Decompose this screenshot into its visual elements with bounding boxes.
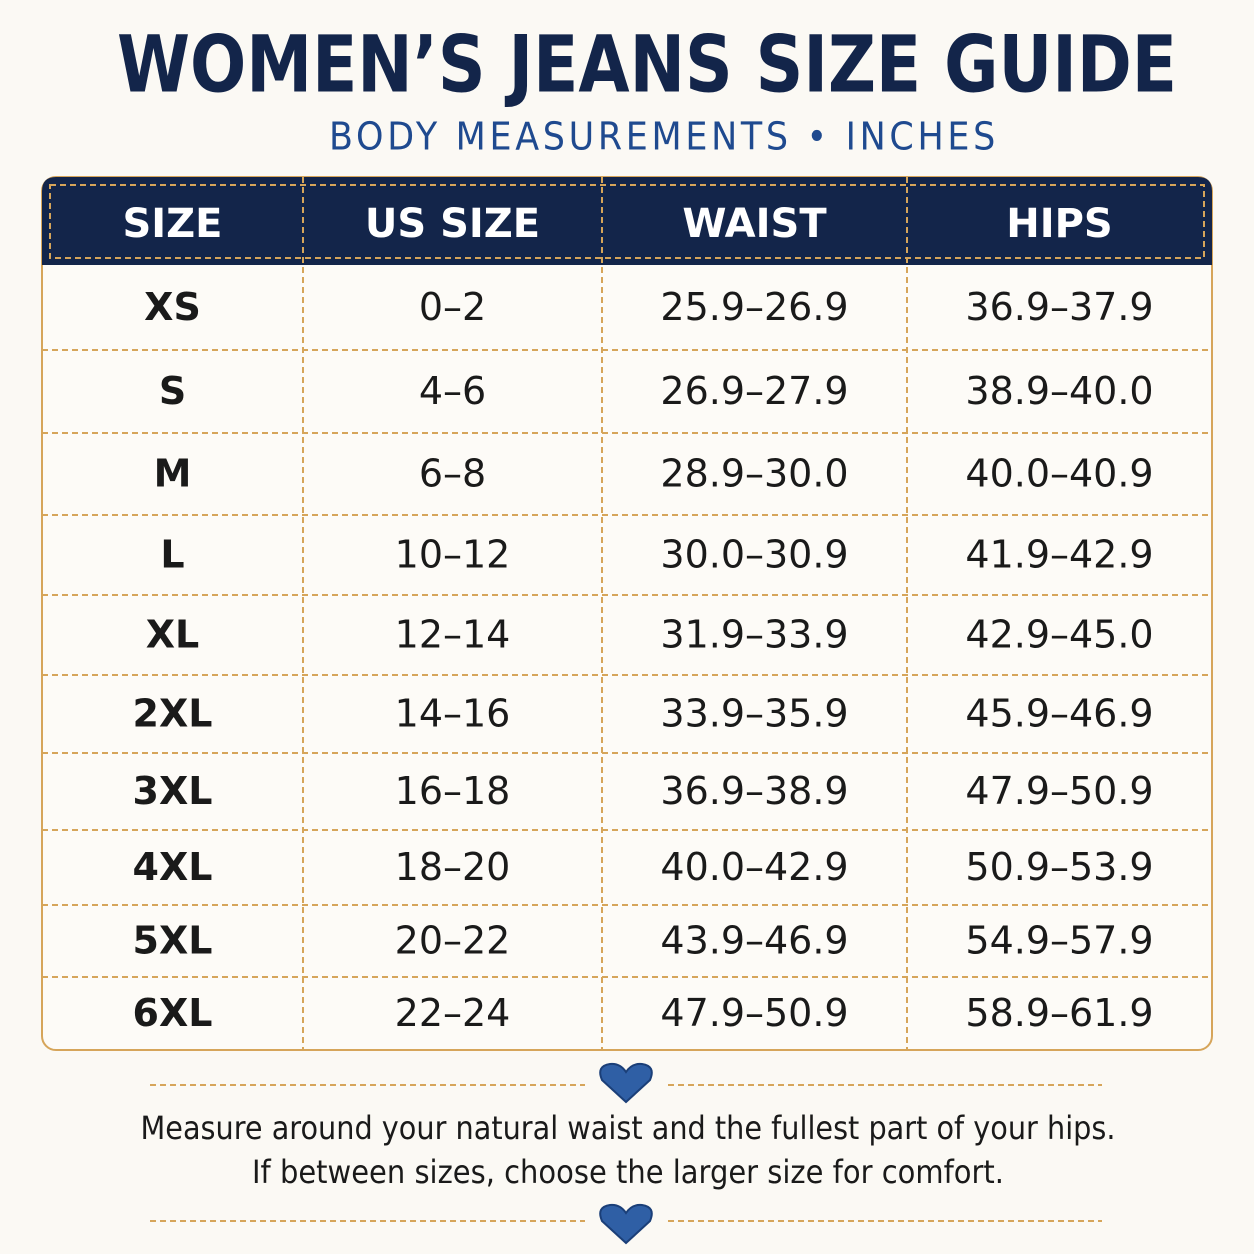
table-cell: 31.9–33.9 xyxy=(660,613,848,657)
table-grid xyxy=(42,177,1212,1050)
heart-icon xyxy=(599,1203,653,1245)
title: WOMEN’S JEANS SIZE GUIDE xyxy=(117,20,1177,110)
table-cell: 47.9–50.9 xyxy=(660,991,848,1035)
table-cell: 30.0–30.9 xyxy=(660,533,848,577)
table-cell: 54.9–57.9 xyxy=(965,919,1153,963)
table-cell: 4XL xyxy=(133,845,213,889)
table-cell: 22–24 xyxy=(395,991,511,1035)
table-cell: L xyxy=(160,533,184,577)
table-cell: 40.0–40.9 xyxy=(965,452,1153,496)
table-cell: 41.9–42.9 xyxy=(965,533,1153,577)
table-cell: XL xyxy=(146,613,200,657)
table-header-bg xyxy=(42,177,1212,265)
table-cell: 16–18 xyxy=(395,769,511,813)
table-cell: 6XL xyxy=(133,991,213,1035)
note-line: Measure around your natural waist and th… xyxy=(141,1109,1116,1147)
table-cell: 28.9–30.0 xyxy=(660,452,848,496)
table-cell: M xyxy=(154,452,192,496)
table-cell: 2XL xyxy=(133,692,213,736)
heart-icon xyxy=(599,1062,653,1104)
table-cell: 5XL xyxy=(133,919,213,963)
table-cell: 0–2 xyxy=(419,285,486,329)
table-cell: 33.9–35.9 xyxy=(660,692,848,736)
table-cell: 47.9–50.9 xyxy=(965,769,1153,813)
table-cell: 36.9–38.9 xyxy=(660,769,848,813)
table-cell: 6–8 xyxy=(419,452,486,496)
table-cell: 26.9–27.9 xyxy=(660,369,848,413)
column-header: HIPS xyxy=(1006,201,1112,247)
table-cell: 45.9–46.9 xyxy=(965,692,1153,736)
table-cell: 25.9–26.9 xyxy=(660,285,848,329)
table-cell: 4–6 xyxy=(419,369,486,413)
subtitle: BODY MEASUREMENTS • INCHES xyxy=(329,115,999,159)
header-stitch xyxy=(49,184,1205,259)
table-cell: 14–16 xyxy=(395,692,511,736)
table-cell: XS xyxy=(144,285,201,329)
note-line: If between sizes, choose the larger size… xyxy=(252,1153,1004,1191)
table-cell: 50.9–53.9 xyxy=(965,845,1153,889)
table-cell: 3XL xyxy=(133,769,213,813)
column-header: WAIST xyxy=(682,201,827,247)
table-cell: 40.0–42.9 xyxy=(660,845,848,889)
table-cell: 12–14 xyxy=(395,613,511,657)
table-cells: SIZE US SIZE WAIST HIPS XS 0–2 25.9–26.9 36.9–3… xyxy=(122,201,1153,1035)
table-cell: S xyxy=(159,369,186,413)
table-cell: 58.9–61.9 xyxy=(965,991,1153,1035)
table-cell: 18–20 xyxy=(395,845,511,889)
table-cell: 20–22 xyxy=(395,919,511,963)
column-header: US SIZE xyxy=(365,201,540,247)
table-cell: 10–12 xyxy=(395,533,511,577)
table-cell: 38.9–40.0 xyxy=(965,369,1153,413)
column-header: SIZE xyxy=(122,201,222,247)
table-cell: 43.9–46.9 xyxy=(660,919,848,963)
table-cell: 42.9–45.0 xyxy=(965,613,1153,657)
table-cell: 36.9–37.9 xyxy=(965,285,1153,329)
